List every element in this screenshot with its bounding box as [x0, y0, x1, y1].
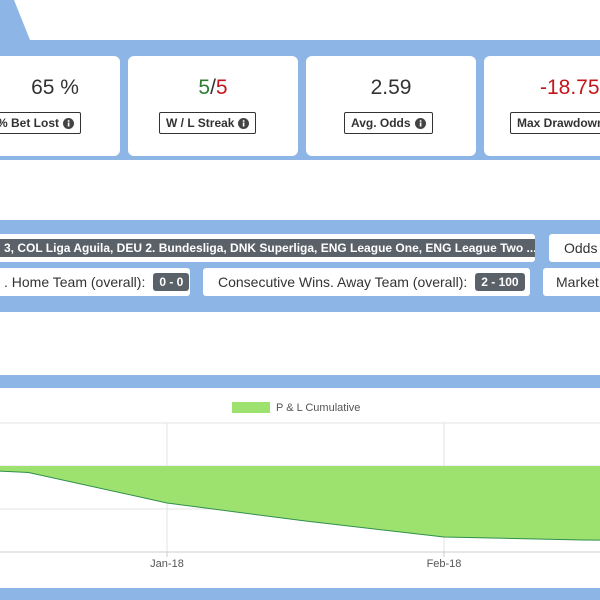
line [0, 470, 600, 541]
stat-value: -18.75 [540, 76, 600, 99]
info-icon [63, 117, 75, 129]
stat-value: 2.59 [370, 76, 412, 99]
filter-box[interactable]: Market [543, 268, 600, 296]
stat-card: -18.75 Max Drawdown [484, 56, 600, 156]
filter-box[interactable]: Consecutive Wins. Away Team (overall): 2 … [203, 268, 530, 296]
losses: 5 [215, 76, 228, 99]
stat-label[interactable]: % Bet Lost [0, 112, 82, 134]
series [0, 466, 600, 541]
area [0, 466, 600, 541]
filter-label: . Home Team (overall): [4, 274, 146, 290]
chart: Jan-18 Feb-18 P & L Cumulative [0, 388, 600, 588]
separator: / [210, 76, 216, 99]
stat-label[interactable]: Avg. Odds [344, 112, 433, 134]
stat-value: 65 % [31, 76, 79, 99]
filter-label: Consecutive Wins. Away Team (overall): [218, 274, 468, 290]
x-tick-label: Jan-18 [150, 558, 184, 570]
stat-value: 5/5 [128, 76, 298, 100]
stat-label-text: % Bet Lost [0, 116, 60, 130]
filter-box[interactable]: . Home Team (overall): 0 - 0 [0, 268, 190, 296]
info-icon [414, 117, 426, 129]
filter-label: Market [556, 274, 599, 290]
stat-label[interactable]: Max Drawdown [510, 112, 600, 134]
tab-shape [0, 0, 30, 40]
filter-label: Odds [564, 240, 598, 256]
wins: 5 [198, 76, 211, 99]
info-icon [238, 117, 250, 129]
filter-box[interactable]: 3, COL Liga Aguila, DEU 2. Bundesliga, D… [0, 234, 535, 262]
legend-swatch [232, 402, 270, 413]
stat-card: 65 % % Bet Lost [0, 56, 120, 156]
stat-label-text: Avg. Odds [351, 116, 411, 130]
stat-card: 2.59 Avg. Odds [306, 56, 476, 156]
legend-label: P & L Cumulative [276, 402, 360, 414]
stat-label[interactable]: W / L Streak [159, 112, 257, 134]
stat-card: 5/5 W / L Streak [128, 56, 298, 156]
x-tick-label: Feb-18 [427, 558, 462, 570]
stat-label-text: Max Drawdown [517, 116, 600, 130]
filter-box[interactable]: Odds [549, 234, 600, 262]
filter-tag: 3, COL Liga Aguila, DEU 2. Bundesliga, D… [0, 239, 535, 257]
stat-label-text: W / L Streak [166, 116, 235, 130]
filter-tag: 2 - 100 [475, 273, 525, 291]
filter-tag: 0 - 0 [153, 273, 190, 291]
